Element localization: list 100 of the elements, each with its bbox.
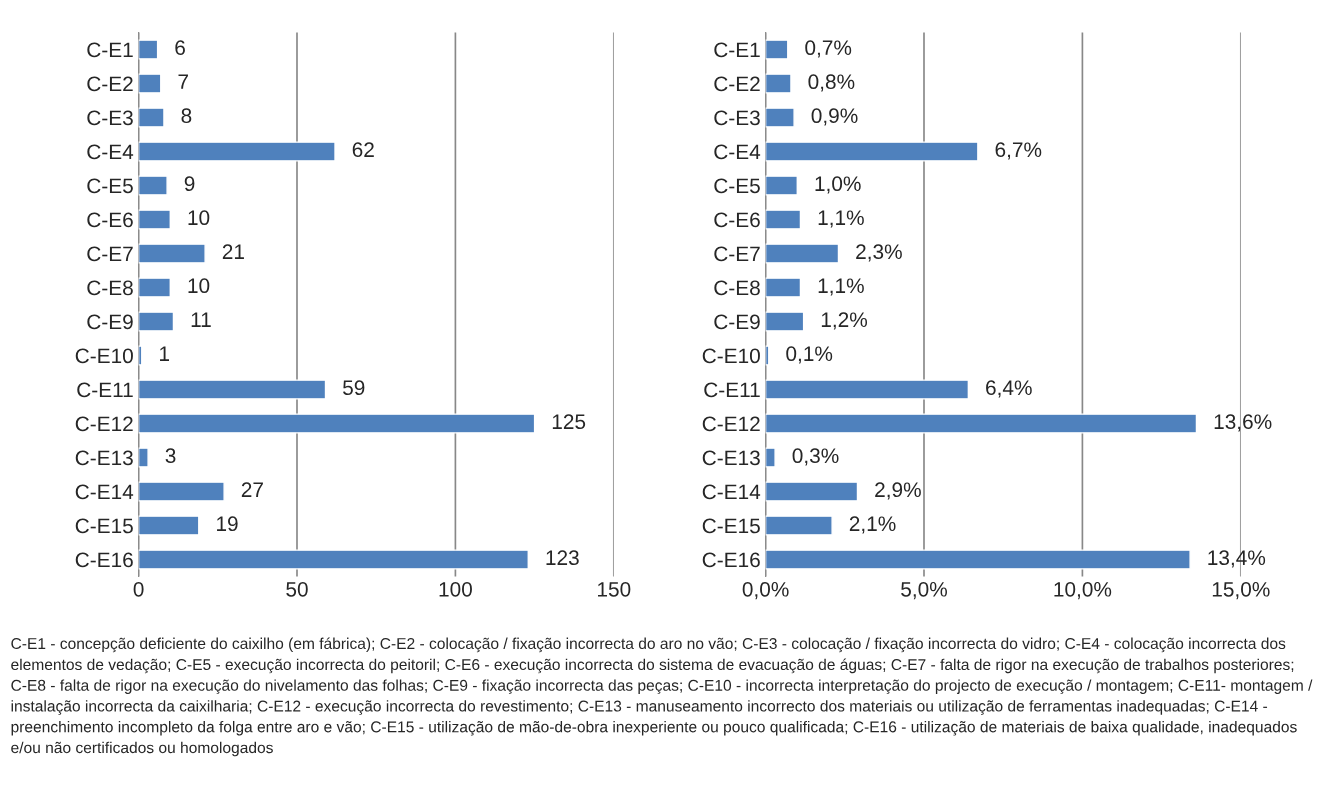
data-label: 13,4% [1208,550,1266,568]
bar [765,141,979,162]
y-tick-label: C-E8 [714,280,760,296]
bar [138,209,171,230]
data-label: 6,7% [995,142,1042,160]
bar [765,243,840,264]
bar [765,549,1191,570]
bar [138,73,162,94]
x-tick-label: 15,0% [1212,581,1270,600]
x-tick-label: 0,0% [742,581,789,600]
data-label: 6 [175,40,185,56]
bar [765,481,859,502]
y-tick-label: C-E15 [75,518,133,534]
y-tick-label: C-E9 [87,314,133,330]
bar [765,107,795,128]
bar [765,39,789,60]
data-label: 125 [552,414,586,430]
y-tick-label: C-E7 [714,246,760,262]
data-label: 8 [181,108,192,124]
data-label: 1,1% [818,278,864,296]
bar [138,277,171,298]
data-label: 1,2% [821,312,868,330]
data-label: 1,1% [818,210,864,228]
y-tick-label: C-E11 [704,382,760,398]
x-tick-label: 150 [598,581,631,597]
y-tick-label: C-E9 [714,314,760,330]
data-label: 2,9% [875,482,921,500]
y-tick-label: C-E15 [702,518,760,534]
y-tick-label: C-E13 [75,450,133,466]
bar [765,73,792,94]
y-tick-label: C-E10 [75,348,133,364]
y-tick-label: C-E6 [87,212,133,228]
data-label: 59 [343,380,365,396]
bar [138,107,165,128]
data-label: 3 [165,448,176,464]
y-tick-label: C-E16 [702,552,760,568]
bar [765,447,776,468]
y-tick-label: C-E10 [702,348,760,364]
y-tick-label: C-E3 [87,110,133,126]
bar [138,413,536,434]
data-label: 123 [546,550,579,566]
bar [138,141,336,162]
data-label: 62 [352,142,374,158]
data-label: 10 [188,278,210,294]
data-label: 0,8% [808,74,855,92]
data-label: 1,0% [815,176,861,194]
bar [765,515,833,536]
data-label: 11 [191,312,211,327]
data-label: 1 [160,346,169,361]
y-tick-label: C-E16 [75,552,133,568]
y-tick-label: C-E5 [87,178,133,194]
bar [765,277,802,298]
data-label: 2,3% [856,244,902,262]
y-tick-label: C-E4 [714,144,761,160]
y-tick-label: C-E6 [714,212,760,228]
y-tick-label: C-E11 [77,382,133,398]
x-tick-label: 100 [439,581,472,597]
y-tick-label: C-E13 [702,450,760,466]
bar [765,311,805,332]
data-label: 0,3% [792,448,839,466]
data-label: 19 [217,516,238,532]
y-tick-label: C-E2 [714,76,760,92]
bar [765,209,802,230]
y-tick-label: C-E3 [714,110,760,126]
y-tick-label: C-E5 [714,178,760,194]
data-label: 21 [222,244,244,259]
x-tick-label: 0 [133,581,144,597]
x-tick-label: 50 [286,581,308,597]
data-label: 2,1% [849,516,896,534]
y-tick-label: C-E14 [702,484,761,500]
data-label: 0,9% [811,108,858,126]
data-label: 0,7% [805,40,852,58]
data-label: 13,6% [1214,414,1272,432]
y-tick-label: C-E8 [87,280,133,296]
bar [765,379,970,400]
data-label: 27 [241,482,263,497]
bar [138,243,206,264]
data-label: 9 [184,176,195,192]
y-tick-label: C-E1 [714,42,760,58]
bar [138,39,159,60]
x-tick-label: 10,0% [1054,581,1112,600]
y-tick-label: C-E2 [87,76,133,92]
data-label: 0,1% [786,346,833,364]
y-tick-label: C-E1 [87,42,133,58]
y-tick-label: C-E12 [702,416,760,432]
bar [765,413,1198,434]
bar [138,481,225,502]
y-tick-label: C-E7 [87,246,133,262]
x-tick-label: 5,0% [901,581,947,600]
data-label: 7 [178,74,188,89]
y-tick-label: C-E4 [87,144,134,160]
bar [138,515,200,536]
text: C-E1 - concepção deficiente do caixilho (em fábrica); C-E2 - colocação / fixação incorrecta do aro no vão; C-E3 - colocação / fixação incorrecta do vidro; C-E4 - colocação incorrecta dos elementos de vedação; C-E5 - execução incorrecta do peitoril; C-E6 - execução incorrecta do sistema de evacuação de águas; C-E7 - falta de rigor na execução de trabalhos posteriores; C-E8 - falta de rigor na execução do nivelamento das folhas; C-E9 - fixação incorrecta das peças; C-E10 - incorrecta interpretação do projecto de execução / montagem; C-E11- montagem / instalação incorrecta da caixilharia; C-E12 - execução incorrecta do revestimento; C-E13 - manuseamento incorrecto dos materiais ou utilização de ferramentas inadequadas; C-E14 - preenchimento incompleto da folga entre aro e vão; C-E15 - utilização de mão-de-obra inexperiente ou pouco qualificada; C-E16 - utilização de materiais de baixa qualidade, inadequados e/ou não certificados ou homologados [11,637,1313,757]
bar [138,549,529,570]
y-tick-label: C-E12 [75,416,133,432]
bar [765,175,798,196]
y-tick-label: C-E14 [75,484,134,500]
data-label: 10 [188,210,210,226]
bar [138,175,168,196]
bar [138,447,149,468]
